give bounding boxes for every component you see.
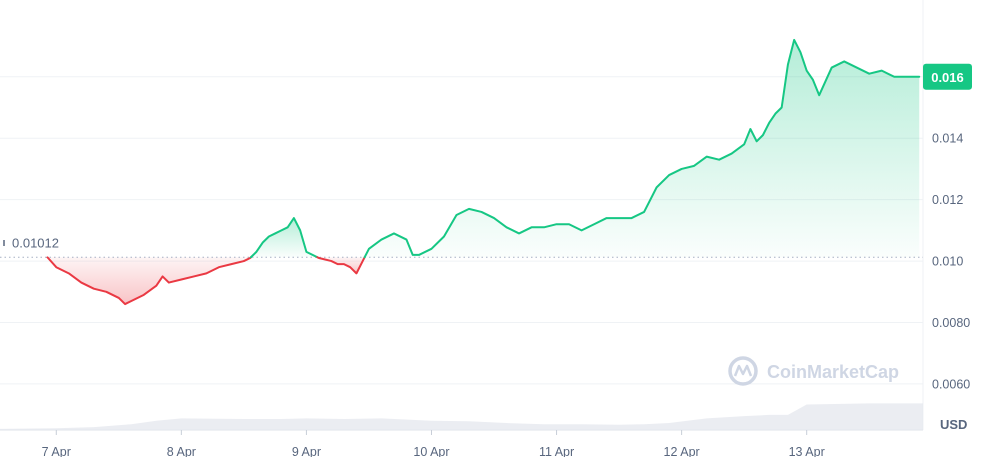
coinmarketcap-logo-mark bbox=[733, 364, 753, 377]
unit-label: USD bbox=[940, 417, 967, 432]
reference-value-text: 0.01012 bbox=[12, 236, 59, 251]
current-price-badge: 0.016 bbox=[923, 63, 972, 90]
price-line bbox=[46, 38, 921, 306]
current-price-text: 0.016 bbox=[931, 70, 964, 85]
coinmarketcap-logo-icon bbox=[728, 356, 758, 386]
y-tick-label: 0.014 bbox=[932, 132, 963, 146]
x-tick-label: 8 Apr bbox=[167, 445, 196, 457]
price-line-up bbox=[363, 38, 921, 259]
y-tick-label: 0.0060 bbox=[932, 377, 970, 391]
y-tick-label: 0.012 bbox=[932, 193, 963, 207]
volume-shape bbox=[0, 403, 923, 430]
x-tick-label: 7 Apr bbox=[42, 445, 71, 457]
coinmarketcap-watermark: CoinMarketCap bbox=[728, 356, 899, 386]
x-tick-label: 12 Apr bbox=[664, 445, 700, 457]
y-tick-label: 0.010 bbox=[932, 255, 963, 269]
price-fill-up bbox=[364, 39, 920, 258]
y-axis: 0.016 0.014 0.012 0.010 0.0080 0.0060 bbox=[932, 70, 970, 391]
volume-area bbox=[0, 403, 923, 430]
watermark-text: CoinMarketCap bbox=[767, 362, 899, 382]
x-tick-label: 10 Apr bbox=[413, 445, 449, 457]
reference-value-label: 0.01012 bbox=[2, 234, 68, 252]
x-axis: 7 Apr 8 Apr 9 Apr 10 Apr 11 Apr 12 Apr 13 Apr bbox=[42, 430, 825, 457]
x-tick-label: 11 Apr bbox=[539, 445, 574, 457]
price-fill-up bbox=[250, 218, 318, 258]
x-tick-label: 9 Apr bbox=[292, 445, 321, 457]
y-tick-label: 0.0080 bbox=[932, 316, 970, 330]
price-line-down bbox=[46, 256, 252, 306]
x-tick-label: 13 Apr bbox=[789, 445, 825, 457]
price-fill-down bbox=[47, 257, 251, 305]
price-fill bbox=[47, 39, 920, 305]
price-line-up bbox=[249, 217, 319, 259]
price-line-down bbox=[316, 256, 366, 275]
